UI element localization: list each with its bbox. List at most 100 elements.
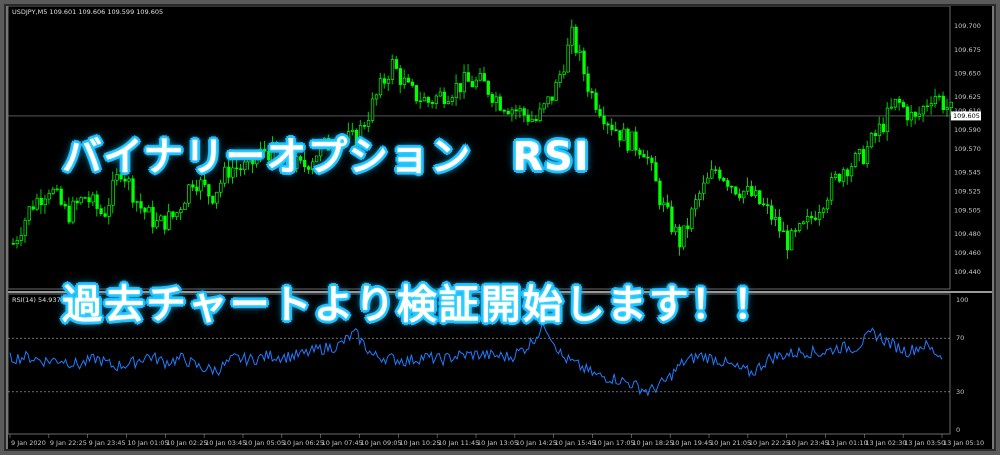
chart-area[interactable]: USDJPY,M5 109.601 109.606 109.599 109.60… (7, 5, 992, 449)
candle-body (19, 235, 23, 241)
candle-body (83, 197, 87, 199)
price-axis[interactable]: 109.700 109.675 109.650 109.625 109.610 109.5… (954, 22, 981, 276)
candle-body (642, 154, 646, 158)
candle-body (841, 169, 846, 182)
chart-canvas[interactable]: USDJPY,M5 109.601 109.606 109.599 109.60… (7, 5, 992, 449)
candle-body (414, 85, 419, 102)
rsi-tick-label: 100 (956, 296, 968, 304)
candle-body (801, 221, 806, 224)
time-tick-label: 10 Jan 03:45 (205, 439, 246, 447)
rsi-axis[interactable]: 100 70 30 0 (956, 296, 968, 434)
candle-body (458, 83, 462, 93)
candle-body (821, 208, 826, 213)
candle-body (670, 206, 674, 233)
candle-body (510, 109, 514, 115)
time-tick-label: 10 Jan 01:05 (128, 439, 169, 447)
candle-body (75, 200, 79, 204)
candle-body (857, 149, 862, 154)
candle-body (566, 44, 570, 73)
candle-body (71, 200, 75, 223)
candle-body (614, 129, 618, 131)
candle-body (43, 198, 47, 206)
candle-body (159, 215, 163, 221)
candle-body (23, 219, 27, 236)
price-tick-label: 109.505 (954, 206, 981, 214)
candle-body (470, 81, 474, 88)
candle-body (770, 205, 774, 220)
candle-body (486, 80, 490, 95)
candle-body (27, 206, 31, 221)
candle-body (235, 167, 239, 170)
candle-body (466, 72, 470, 82)
candle-body (714, 169, 718, 171)
candle-body (542, 103, 546, 110)
candle-body (378, 78, 383, 96)
candle-body (610, 124, 614, 131)
price-tick-label: 109.440 (954, 268, 981, 276)
candle-body (662, 202, 666, 206)
candle-body (255, 156, 259, 165)
candle-body (861, 149, 866, 165)
candle-body (514, 109, 518, 112)
candle-body (394, 59, 399, 69)
time-axis[interactable]: 9 Jan 2020 9 Jan 22:25 9 Jan 23:45 10 Jan 0… (9, 434, 984, 447)
candle-body (410, 81, 415, 86)
symbol-info: USDJPY,M5 109.601 109.606 109.599 109.60… (12, 8, 163, 16)
candle-body (99, 208, 103, 215)
candle-body (63, 204, 67, 207)
candle-body (738, 193, 742, 199)
time-tick-label: 10 Jan 05:05 (244, 439, 285, 447)
candle-body (490, 94, 494, 103)
time-tick-label: 10 Jan 06:25 (283, 439, 324, 447)
candle-body (698, 192, 702, 200)
candle-body (434, 95, 439, 104)
candle-body (139, 201, 143, 209)
time-tick-label: 13 Jan 05:10 (943, 439, 984, 447)
candle-body (418, 100, 423, 103)
candle-body (630, 131, 634, 151)
time-tick-label: 10 Jan 23:45 (788, 439, 829, 447)
candle-body (646, 156, 650, 159)
candle-body (183, 202, 187, 210)
candle-body (746, 186, 750, 192)
candle-body (897, 98, 902, 103)
candle-body (315, 155, 319, 163)
candle-body (123, 178, 127, 182)
headline-title: バイナリーオプション RSI (62, 134, 590, 180)
candle-body (239, 168, 243, 170)
candle-body (107, 204, 111, 217)
candle-body (207, 184, 211, 197)
candle-body (518, 108, 522, 112)
candle-body (833, 173, 838, 178)
candle-body (354, 129, 359, 148)
candle-body (143, 207, 147, 213)
candle-body (299, 156, 303, 161)
candle-body (362, 125, 367, 127)
candle-body (945, 107, 949, 111)
candle-body (666, 202, 670, 208)
candle-body (478, 73, 482, 81)
candle-body (766, 204, 770, 207)
candle-body (386, 78, 391, 84)
candle-body (805, 216, 810, 223)
candle-body (135, 201, 139, 203)
rsi-tick-label: 0 (956, 426, 960, 434)
rsi-info: RSI(14) 54.9378 (12, 296, 65, 304)
candle-body (710, 169, 714, 179)
candle-body (550, 96, 554, 101)
candle-body (722, 177, 726, 181)
candle-body (227, 166, 231, 178)
candle-body (901, 102, 906, 108)
candle-body (171, 211, 175, 218)
candle-body (782, 230, 786, 233)
candle-body (873, 133, 878, 137)
candle-body (925, 105, 930, 108)
current-price-label: 109.605 (953, 112, 980, 120)
candle-body (402, 77, 407, 85)
candle-body (602, 115, 606, 125)
candle-body (342, 139, 347, 144)
candle-body (151, 206, 155, 228)
candle-body (530, 118, 534, 122)
candle-body (570, 26, 574, 46)
time-tick-label: 10 Jan 09:05 (361, 439, 402, 447)
